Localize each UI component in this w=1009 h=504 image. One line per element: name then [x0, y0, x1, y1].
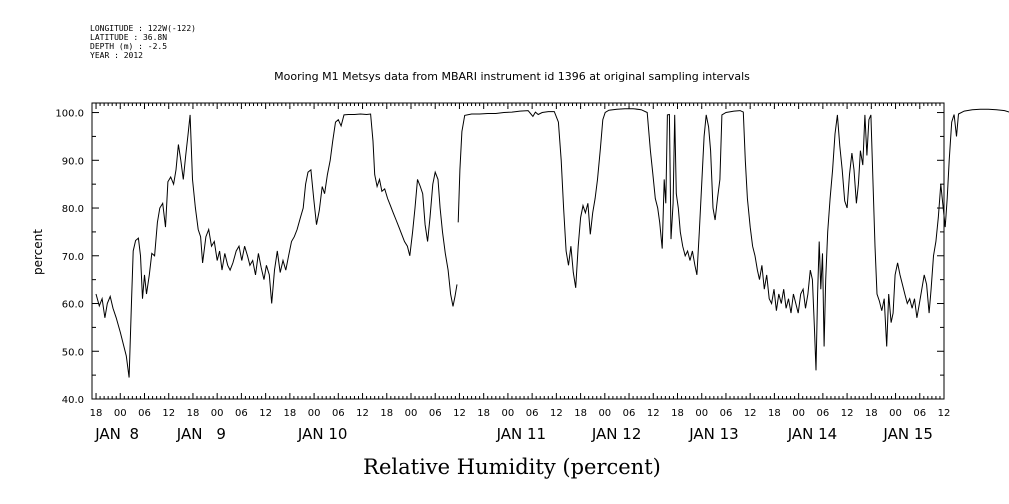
- x-hour-label: 00: [598, 408, 611, 419]
- plot-frame: [91, 102, 945, 400]
- x-hour-label: 06: [816, 408, 829, 419]
- x-day-label: JAN 14: [787, 425, 838, 443]
- x-day-label: JAN: [176, 425, 203, 443]
- x-axis-title: Relative Humidity (percent): [363, 455, 661, 479]
- metadata-block: LONGITUDE : 122W(-122) LATITUDE : 36.8N …: [90, 24, 196, 60]
- x-hour-label: 06: [429, 408, 442, 419]
- y-tick-label: 50.0: [62, 347, 84, 358]
- latitude-label: LATITUDE : 36.8N: [90, 33, 167, 42]
- year-label: YEAR : 2012: [90, 51, 143, 60]
- x-hour-label: 06: [526, 408, 539, 419]
- x-hour-label: 06: [913, 408, 926, 419]
- x-day-label: JAN 15: [882, 425, 933, 443]
- x-hour-label: 18: [187, 408, 200, 419]
- chart-title: Mooring M1 Metsys data from MBARI instru…: [274, 70, 750, 83]
- x-hour-label: 18: [283, 408, 296, 419]
- x-hour-label: 06: [332, 408, 345, 419]
- x-hour-label: 18: [90, 408, 103, 419]
- x-day-label: JAN 10: [297, 425, 348, 443]
- x-hour-label: 12: [453, 408, 466, 419]
- y-tick-label: 90.0: [62, 156, 84, 167]
- x-hour-label: 00: [889, 408, 902, 419]
- x-hour-label: 12: [356, 408, 369, 419]
- y-axis-label: percent: [31, 229, 45, 275]
- series-line: [457, 108, 1009, 371]
- y-tick-label: 60.0: [62, 300, 84, 311]
- x-hour-label: 00: [114, 408, 127, 419]
- x-day-label: 9: [216, 425, 226, 443]
- x-hour-label: 06: [623, 408, 636, 419]
- x-hour-label: 12: [938, 408, 951, 419]
- x-hour-label: 00: [405, 408, 418, 419]
- y-tick-label: 80.0: [62, 204, 84, 215]
- x-hour-label: 18: [768, 408, 781, 419]
- x-hour-label: 18: [380, 408, 393, 419]
- series-line: [95, 113, 458, 378]
- x-hour-label: 12: [647, 408, 660, 419]
- x-hour-label: 00: [211, 408, 224, 419]
- x-day-label: JAN 12: [591, 425, 642, 443]
- x-hour-label: 18: [671, 408, 684, 419]
- longitude-label: LONGITUDE : 122W(-122): [90, 24, 196, 33]
- x-hour-label: 12: [744, 408, 757, 419]
- x-hour-label: 06: [720, 408, 733, 419]
- depth-label: DEPTH (m) : -2.5: [90, 42, 167, 51]
- x-hour-label: 00: [502, 408, 515, 419]
- x-hour-label: 00: [308, 408, 321, 419]
- x-hour-label: 12: [259, 408, 272, 419]
- series-layer: [95, 108, 1009, 378]
- y-tick-label: 100.0: [55, 109, 84, 120]
- axes: 40.0 50.0 60.0 70.0 80.0 90.0 100.0 18 00 06 12 18 0…: [55, 103, 950, 443]
- x-hour-label: 12: [550, 408, 563, 419]
- x-hour-label: 00: [695, 408, 708, 419]
- x-hour-label: 06: [138, 408, 151, 419]
- x-hour-label: 18: [574, 408, 587, 419]
- x-hour-label: 00: [792, 408, 805, 419]
- x-hour-label: 12: [162, 408, 175, 419]
- x-hour-label: 18: [865, 408, 878, 419]
- y-tick-label: 70.0: [62, 252, 84, 263]
- x-day-label: JAN: [94, 425, 121, 443]
- x-day-label: JAN 13: [688, 425, 739, 443]
- x-hour-label: 12: [841, 408, 854, 419]
- x-day-label: 8: [130, 425, 140, 443]
- x-hour-label: 06: [235, 408, 248, 419]
- x-hour-label: 18: [477, 408, 490, 419]
- x-day-label: JAN 11: [496, 425, 547, 443]
- y-tick-label: 40.0: [62, 395, 84, 406]
